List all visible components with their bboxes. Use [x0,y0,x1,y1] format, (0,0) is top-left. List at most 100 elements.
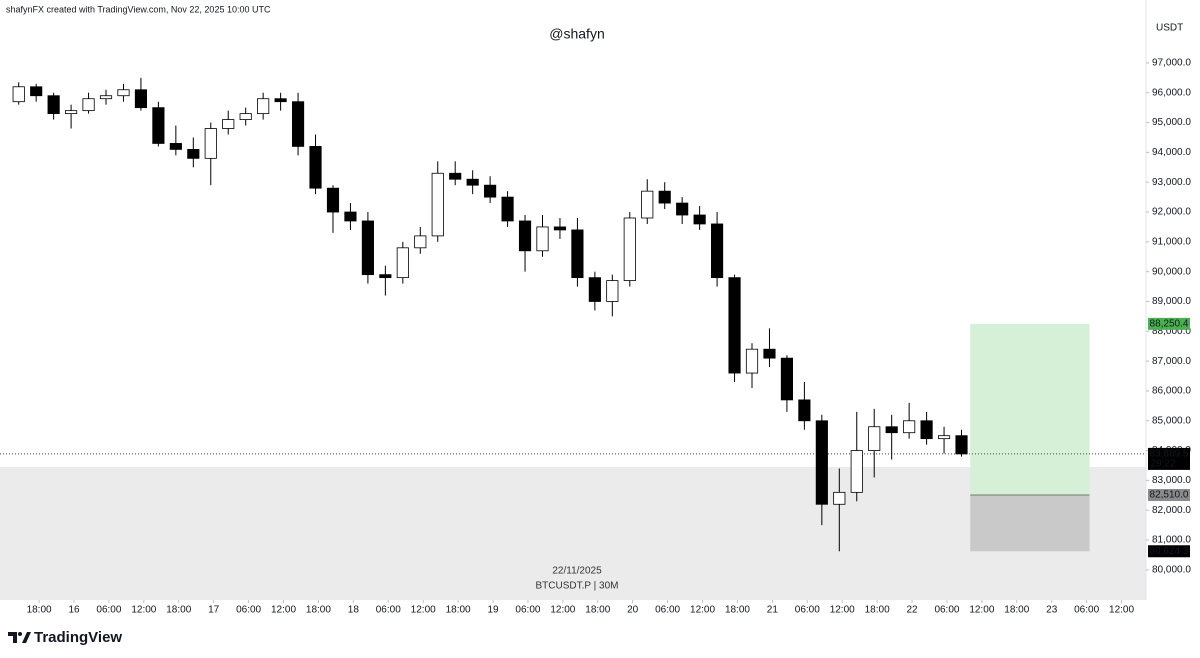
candle-body [937,435,951,440]
candle-body [449,172,462,180]
x-tick-label: 06:00 [376,605,401,616]
x-tick-label: 16 [68,605,80,616]
y-tick-label: 95,000.0 [1152,117,1191,128]
candle-body [623,217,636,282]
candle-body [117,89,130,97]
chart-title: @shafyn [549,26,604,42]
x-tick-label: 23 [1046,605,1058,616]
x-tick-label: 20 [627,605,639,616]
candle-body [99,95,113,100]
candle-body [868,426,881,451]
price-label-bg [1148,545,1190,558]
x-tick-label: 18:00 [306,605,331,616]
candle-body [501,196,514,222]
x-tick-label: 12:00 [411,605,436,616]
x-tick-label: 18:00 [446,605,471,616]
candle-body [606,280,619,302]
x-tick-label: 18:00 [1004,605,1029,616]
candle-body [676,202,689,216]
price-pane [0,77,1146,600]
candle-body [798,399,811,422]
candle-body [815,420,828,505]
target-zone [970,323,1090,496]
logo-icon [8,632,31,643]
candle-body [711,223,724,279]
price-label: 82,510.0 [1150,490,1189,501]
x-tick-label: 18:00 [166,605,191,616]
y-tick-label: 93,000.0 [1152,177,1191,188]
candle-body [309,146,322,189]
x-tick-label: 12:00 [1109,605,1134,616]
candle-body [222,119,235,129]
candle-body [30,86,43,97]
price-label-bg [1148,489,1190,502]
x-tick-label: 17 [208,605,220,616]
candle-body [745,348,759,374]
x-tick-label: 18:00 [27,605,52,616]
x-tick-label: 06:00 [515,605,540,616]
x-tick-label: 18:00 [865,605,890,616]
candle-body [134,89,148,109]
candle-body [65,110,78,115]
candle-body [257,98,270,115]
candle-body [588,277,601,302]
price-label: 83,889.5 [1150,449,1189,460]
candle-body [204,128,217,159]
candle-body [169,143,182,150]
y-tick-label: 83,000.0 [1152,475,1191,486]
y-tick-label: 81,000.0 [1152,535,1191,546]
x-tick-label: 06:00 [1074,605,1099,616]
price-label-bg [1148,317,1190,330]
stop-zone [970,495,1090,552]
x-tick-label: 06:00 [655,605,680,616]
currency: USDT [1156,23,1183,34]
y-tick-label: 80,000.0 [1152,565,1191,576]
price-label-bg [1148,447,1190,470]
watermark: BTCUSDT.P | 30M [536,581,619,592]
x-tick-label: 19 [487,605,499,616]
candle-body [850,450,863,493]
y-tick-label: 92,000.0 [1152,207,1191,218]
x-tick-label: 12:00 [690,605,715,616]
y-tick-label: 97,000.0 [1152,58,1191,69]
candle-body [641,190,654,219]
candle-body [833,491,846,505]
candle-body [82,98,95,112]
candle-body [728,277,741,374]
x-tick-label: 18:00 [725,605,750,616]
watermark: 22/11/2025 [552,566,602,577]
candle-body [780,357,793,401]
header: shafynFX created with TradingView.com, N… [6,4,271,14]
candle-body [47,95,60,115]
x-tick-label: 06:00 [934,605,959,616]
candle-body [885,426,898,434]
y-tick-label: 87,000.0 [1152,356,1191,367]
y-tick-label: 86,000.0 [1152,386,1191,397]
x-tick-label: 12:00 [550,605,575,616]
y-tick-label: 88,000.0 [1152,326,1191,337]
candle-body [152,107,165,144]
candle-body [396,247,409,279]
candle-body [187,149,200,159]
x-tick-label: 12:00 [271,605,296,616]
logo-text: TradingView [34,629,122,646]
y-tick-label: 85,000.0 [1152,415,1191,426]
x-tick-label: 12:00 [830,605,855,616]
x-tick-label: 18:00 [585,605,610,616]
candle-body [291,101,305,147]
y-tick-label: 94,000.0 [1152,147,1191,158]
candle-body [903,420,916,434]
candle-body [274,98,287,103]
x-tick-label: 21 [767,605,779,616]
candle-body [920,420,933,440]
candle-body [484,184,497,198]
candle-body [239,113,252,120]
y-tick-label: 82,000.0 [1152,505,1191,516]
candle-body [536,226,549,252]
candle-body [763,348,776,359]
candle-body [693,214,706,225]
candle-body [12,86,25,103]
y-tick-label: 89,000.0 [1152,296,1191,307]
price-label: 88,250.4 [1150,318,1189,329]
